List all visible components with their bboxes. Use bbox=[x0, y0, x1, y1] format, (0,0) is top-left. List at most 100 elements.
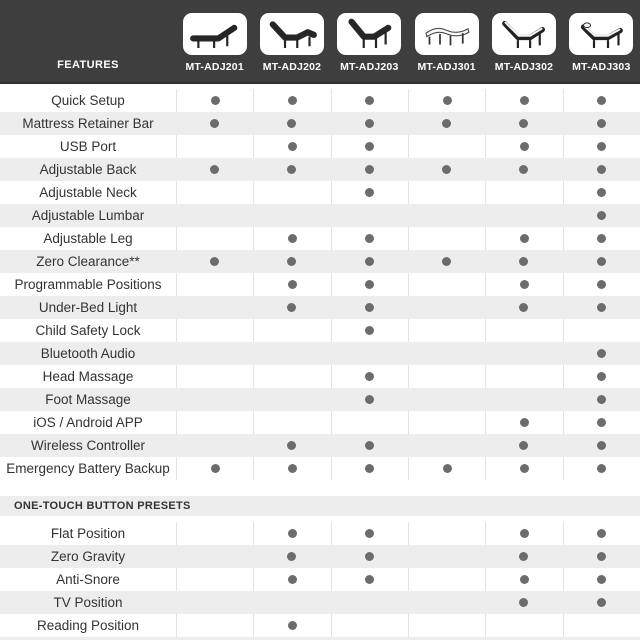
availability-cell bbox=[330, 135, 408, 158]
row-label: TV Position bbox=[53, 595, 123, 610]
availability-cell bbox=[485, 296, 562, 319]
availability-dot-icon bbox=[596, 395, 606, 404]
availability-dot-icon bbox=[287, 234, 297, 243]
availability-cell bbox=[176, 614, 253, 637]
availability-cell bbox=[485, 342, 562, 365]
availability-dot-icon bbox=[519, 303, 529, 312]
product-name: MT-ADJ202 bbox=[262, 61, 322, 73]
preset-rows: Flat Position Zero Gravity Anti-Snore TV Po… bbox=[0, 522, 640, 637]
availability-dot-icon bbox=[597, 280, 607, 289]
availability-cell bbox=[176, 89, 253, 112]
features-header-cell: FEATURES bbox=[0, 0, 176, 82]
availability-cell bbox=[176, 342, 253, 365]
availability-cell bbox=[253, 273, 330, 296]
availability-dot-icon bbox=[596, 349, 606, 358]
product-name: MT-ADJ302 bbox=[494, 61, 554, 73]
availability-dot-icon bbox=[287, 142, 297, 151]
availability-cell bbox=[408, 388, 485, 411]
availability-cell bbox=[408, 112, 485, 135]
availability-cell bbox=[485, 89, 562, 112]
availability-dot-icon bbox=[442, 257, 452, 266]
availability-dot-icon bbox=[519, 598, 529, 607]
row-label: Anti-Snore bbox=[56, 572, 120, 587]
availability-cell bbox=[176, 204, 253, 227]
availability-cell bbox=[408, 204, 485, 227]
availability-dot-icon bbox=[287, 575, 297, 584]
row-label: Bluetooth Audio bbox=[40, 346, 136, 361]
availability-cell bbox=[253, 457, 330, 480]
availability-cell bbox=[176, 545, 253, 568]
product-thumbnail-mt-adj203[interactable] bbox=[337, 13, 402, 55]
availability-cell bbox=[253, 158, 330, 181]
product-thumbnail-mt-adj202[interactable] bbox=[259, 13, 324, 55]
availability-cell bbox=[330, 319, 408, 342]
availability-dot-icon bbox=[597, 372, 607, 381]
availability-cell bbox=[562, 411, 640, 434]
availability-dot-icon bbox=[597, 418, 607, 427]
availability-dot-icon bbox=[287, 552, 297, 561]
availability-cell bbox=[331, 112, 408, 135]
availability-dot-icon bbox=[597, 575, 607, 584]
availability-dot-icon bbox=[364, 257, 374, 266]
availability-cell bbox=[331, 158, 408, 181]
availability-cell bbox=[485, 319, 562, 342]
availability-cell bbox=[176, 591, 253, 614]
row-label: Head Massage bbox=[42, 369, 134, 384]
availability-dot-icon bbox=[364, 119, 374, 128]
table-row: Adjustable Leg bbox=[0, 227, 640, 250]
table-row: Mattress Retainer Bar bbox=[0, 112, 640, 135]
availability-cell bbox=[176, 568, 253, 591]
availability-cell bbox=[562, 181, 640, 204]
availability-cell bbox=[176, 319, 253, 342]
bed-raised-light-top-icon bbox=[502, 20, 545, 48]
availability-cell bbox=[485, 434, 562, 457]
availability-dot-icon bbox=[365, 280, 375, 289]
availability-cell bbox=[253, 591, 330, 614]
availability-dot-icon bbox=[287, 441, 297, 450]
availability-dot-icon bbox=[596, 211, 606, 220]
availability-cell bbox=[407, 522, 485, 545]
product-thumbnail-mt-adj302[interactable] bbox=[491, 13, 556, 55]
product-column-mt-adj302: MT-ADJ302 bbox=[485, 0, 562, 82]
availability-dot-icon bbox=[365, 326, 375, 335]
preset-section-title: ONE-TOUCH BUTTON PRESETS bbox=[14, 500, 191, 512]
availability-dot-icon bbox=[365, 96, 375, 105]
availability-cell bbox=[485, 388, 562, 411]
availability-dot-icon bbox=[596, 598, 606, 607]
table-row: Zero Gravity bbox=[0, 545, 640, 568]
availability-cell bbox=[176, 365, 253, 388]
availability-dot-icon bbox=[287, 621, 297, 630]
availability-cell bbox=[331, 388, 408, 411]
product-name: MT-ADJ303 bbox=[572, 61, 631, 73]
availability-cell bbox=[563, 591, 640, 614]
product-thumbnail-mt-adj201[interactable] bbox=[182, 13, 247, 55]
availability-dot-icon bbox=[287, 303, 297, 312]
availability-cell bbox=[408, 545, 485, 568]
availability-cell bbox=[562, 614, 640, 637]
table-row: Emergency Battery Backup bbox=[0, 457, 640, 480]
table-row: Adjustable Neck bbox=[0, 181, 640, 204]
bed-raised-pillow-icon bbox=[581, 22, 624, 48]
product-name: MT-ADJ203 bbox=[340, 61, 399, 73]
availability-cell bbox=[176, 434, 253, 457]
availability-dot-icon bbox=[364, 441, 374, 450]
availability-dot-icon bbox=[596, 257, 606, 266]
availability-cell bbox=[176, 158, 253, 181]
row-label: Zero Gravity bbox=[50, 549, 126, 564]
availability-dot-icon bbox=[597, 464, 607, 473]
availability-cell bbox=[330, 522, 408, 545]
product-column-mt-adj203: MT-ADJ203 bbox=[331, 0, 408, 82]
availability-cell bbox=[331, 591, 408, 614]
availability-cell bbox=[253, 227, 330, 250]
availability-cell bbox=[176, 388, 253, 411]
table-row: Under-Bed Light bbox=[0, 296, 640, 319]
table-row: Adjustable Back bbox=[0, 158, 640, 181]
product-thumbnail-mt-adj301[interactable] bbox=[414, 13, 479, 55]
availability-dot-icon bbox=[365, 464, 375, 473]
product-thumbnail-mt-adj303[interactable] bbox=[569, 13, 634, 55]
availability-cell bbox=[253, 522, 330, 545]
availability-dot-icon bbox=[519, 234, 529, 243]
availability-dot-icon bbox=[519, 418, 529, 427]
availability-dot-icon bbox=[597, 96, 607, 105]
row-label: Zero Clearance** bbox=[36, 254, 140, 269]
